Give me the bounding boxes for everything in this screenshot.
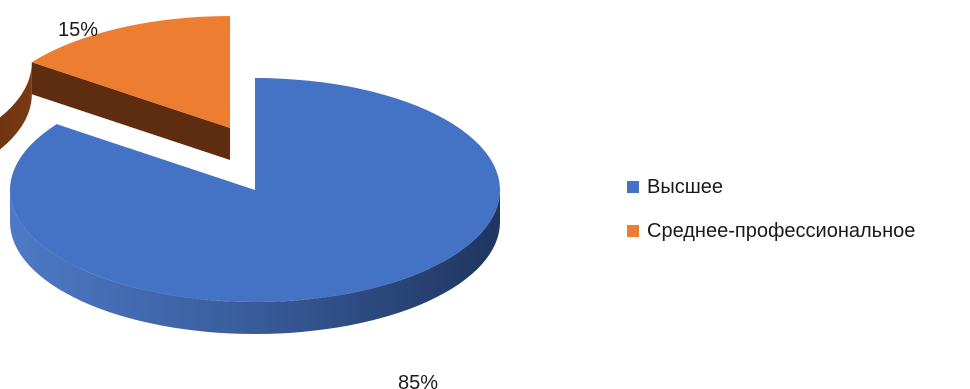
slice-higher-side: [10, 190, 500, 334]
slice-vocational-side: [0, 62, 231, 161]
data-label-vocational: 15%: [58, 19, 98, 41]
slice-higher: [9, 78, 501, 302]
legend-swatch-vocational: [627, 225, 639, 237]
data-label-higher: 85%: [398, 372, 438, 389]
legend-label-vocational: Среднее-профессиональное: [647, 219, 916, 242]
legend-swatch-higher: [627, 181, 639, 193]
slice-vocational: [31, 16, 231, 129]
legend-label-higher: Высшее: [647, 175, 724, 198]
legend-item-vocational: Среднее-профессиональное: [627, 216, 915, 246]
chart-legend: Высшее Среднее-профессиональное: [627, 172, 915, 260]
legend-item-higher: Высшее: [627, 172, 915, 202]
